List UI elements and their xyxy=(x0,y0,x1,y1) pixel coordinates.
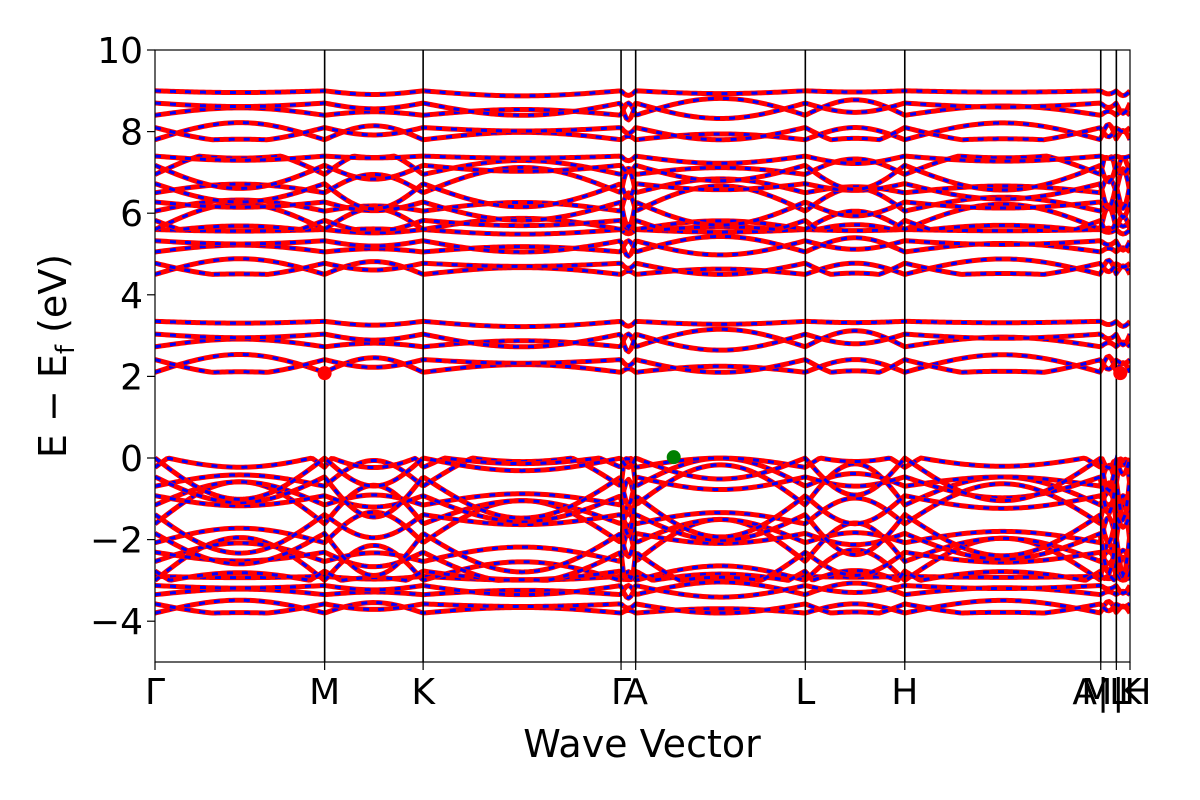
band-line-spin-down xyxy=(155,218,1130,232)
bands-layer xyxy=(155,88,1130,616)
y-tick-label: 10 xyxy=(97,31,143,72)
band-line-spin-down xyxy=(155,257,1130,277)
band-line-spin-down xyxy=(155,331,1130,354)
band-extremum-marker xyxy=(317,366,332,381)
band-line-spin-down xyxy=(155,454,1130,503)
band-line-spin-down xyxy=(155,261,1130,276)
band-line-spin-down xyxy=(155,163,1130,192)
y-tick-label: 6 xyxy=(120,194,143,235)
x-tick-label: M|H xyxy=(1081,672,1151,713)
band-line-spin-up xyxy=(155,597,1130,616)
band-extremum-marker xyxy=(666,450,681,465)
y-tick-label: 4 xyxy=(120,276,143,317)
x-axis: Γ M K ΓA L H A|LM|HK xyxy=(145,662,1151,713)
band-line-spin-down xyxy=(155,199,1130,230)
x-tick-label: H xyxy=(891,672,918,713)
band-line-spin-down xyxy=(155,531,1130,579)
band-line-spin-down xyxy=(155,574,1130,582)
band-line-spin-down xyxy=(155,498,1130,545)
band-line-spin-down xyxy=(155,154,1130,179)
y-axis-title-main: E − E xyxy=(31,354,75,458)
band-line-spin-down xyxy=(155,357,1130,374)
band-line-spin-up xyxy=(155,318,1130,330)
y-axis-title-sub: f xyxy=(51,344,81,354)
y-tick-label: −4 xyxy=(90,602,143,643)
y-axis-title-unit: (eV) xyxy=(31,254,75,345)
band-line-spin-up xyxy=(155,549,1130,583)
band-line-spin-down xyxy=(155,462,1130,508)
band-line-spin-up xyxy=(155,153,1130,166)
band-line-spin-up xyxy=(155,493,1130,540)
x-tick-label: M xyxy=(309,672,340,713)
x-tick-label: K xyxy=(411,672,436,713)
band-line-spin-down xyxy=(155,456,1130,488)
band-line-spin-down xyxy=(155,184,1130,214)
y-tick-label: 0 xyxy=(120,439,143,480)
band-extremum-marker xyxy=(1113,366,1128,381)
band-line-spin-down xyxy=(155,182,1130,212)
band-line-spin-down xyxy=(155,202,1130,233)
band-line-spin-up xyxy=(155,238,1130,259)
band-line-spin-up xyxy=(155,583,1130,601)
x-axis-title: Wave Vector xyxy=(523,722,761,766)
band-line-spin-down xyxy=(155,227,1130,236)
band-line-spin-down xyxy=(155,100,1130,122)
x-tick-label: A xyxy=(623,672,648,713)
extrema-markers xyxy=(317,366,1128,465)
band-line-spin-down xyxy=(155,121,1130,143)
x-tick-label: Γ xyxy=(145,672,165,713)
x-tick-label: Γ xyxy=(611,672,631,713)
band-line-spin-down xyxy=(155,511,1130,558)
y-tick-label: 8 xyxy=(120,113,143,154)
kpoint-lines xyxy=(323,50,1118,662)
y-axis-title: E − Ef (eV) xyxy=(31,254,81,458)
band-line-spin-up xyxy=(155,601,1130,616)
y-tick-label: −2 xyxy=(90,521,143,562)
x-tick-label: K xyxy=(1118,672,1143,713)
band-line-spin-down xyxy=(155,568,1130,583)
x-tick-label: A|L xyxy=(1072,672,1129,713)
y-tick-label: 2 xyxy=(120,357,143,398)
x-tick-label: L xyxy=(795,672,815,713)
band-line-spin-down xyxy=(155,125,1130,142)
band-line-spin-down xyxy=(155,352,1130,375)
plot-frame xyxy=(154,49,1131,663)
band-line-spin-up xyxy=(155,88,1130,99)
y-axis: −4 −2 0 2 4 6 8 10 xyxy=(90,31,155,643)
